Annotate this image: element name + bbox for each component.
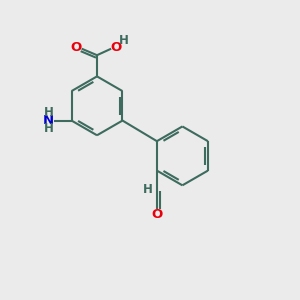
Text: H: H (44, 122, 53, 135)
Text: N: N (43, 114, 54, 127)
Text: H: H (44, 106, 53, 119)
Text: O: O (71, 41, 82, 54)
Text: H: H (142, 183, 152, 196)
Text: O: O (151, 208, 163, 221)
Text: H: H (118, 34, 128, 47)
Text: O: O (110, 41, 121, 54)
